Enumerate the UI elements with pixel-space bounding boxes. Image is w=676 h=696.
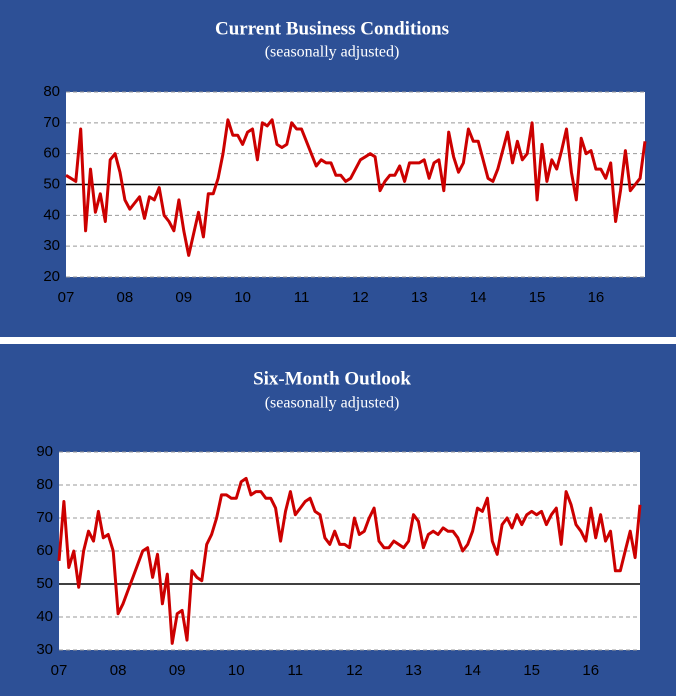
y-tick-label: 40 xyxy=(36,608,53,625)
y-tick-label: 30 xyxy=(43,237,60,254)
y-tick-label: 90 xyxy=(36,443,53,460)
x-tick-label: 08 xyxy=(117,289,134,306)
x-tick-label: 08 xyxy=(110,662,127,679)
y-tick-label: 30 xyxy=(36,641,53,658)
x-tick-label: 16 xyxy=(588,289,605,306)
y-tick-label: 60 xyxy=(43,145,60,162)
x-tick-label: 12 xyxy=(346,662,363,679)
chart-subtitle: (seasonally adjusted) xyxy=(265,395,400,412)
x-tick-label: 15 xyxy=(523,662,540,679)
y-tick-label: 60 xyxy=(36,542,53,559)
x-tick-label: 11 xyxy=(288,662,304,679)
x-tick-label: 14 xyxy=(464,662,481,679)
y-tick-label: 50 xyxy=(43,175,60,192)
y-tick-label: 20 xyxy=(43,268,60,285)
y-tick-label: 40 xyxy=(43,206,60,223)
data-line xyxy=(65,118,647,257)
x-tick-label: 15 xyxy=(529,289,546,306)
x-tick-label: 13 xyxy=(411,289,428,306)
y-tick-label: 80 xyxy=(43,83,60,100)
y-tick-label: 50 xyxy=(36,575,53,592)
x-tick-label: 07 xyxy=(58,289,75,306)
y-tick-label: 80 xyxy=(36,476,53,493)
y-tick-label: 70 xyxy=(43,114,60,131)
x-tick-label: 12 xyxy=(352,289,369,306)
x-tick-label: 09 xyxy=(169,662,186,679)
chart-title: Current Business Conditions xyxy=(215,18,449,39)
x-tick-label: 10 xyxy=(234,289,251,306)
x-tick-label: 07 xyxy=(51,662,68,679)
chart-subtitle: (seasonally adjusted) xyxy=(265,44,400,61)
x-tick-label: 10 xyxy=(228,662,245,679)
chart-title: Six-Month Outlook xyxy=(253,368,411,389)
data-line xyxy=(57,476,642,645)
x-tick-label: 09 xyxy=(175,289,192,306)
x-tick-label: 11 xyxy=(294,289,310,306)
x-tick-label: 16 xyxy=(582,662,599,679)
x-tick-label: 13 xyxy=(405,662,422,679)
y-tick-label: 70 xyxy=(36,509,53,526)
x-tick-label: 14 xyxy=(470,289,487,306)
